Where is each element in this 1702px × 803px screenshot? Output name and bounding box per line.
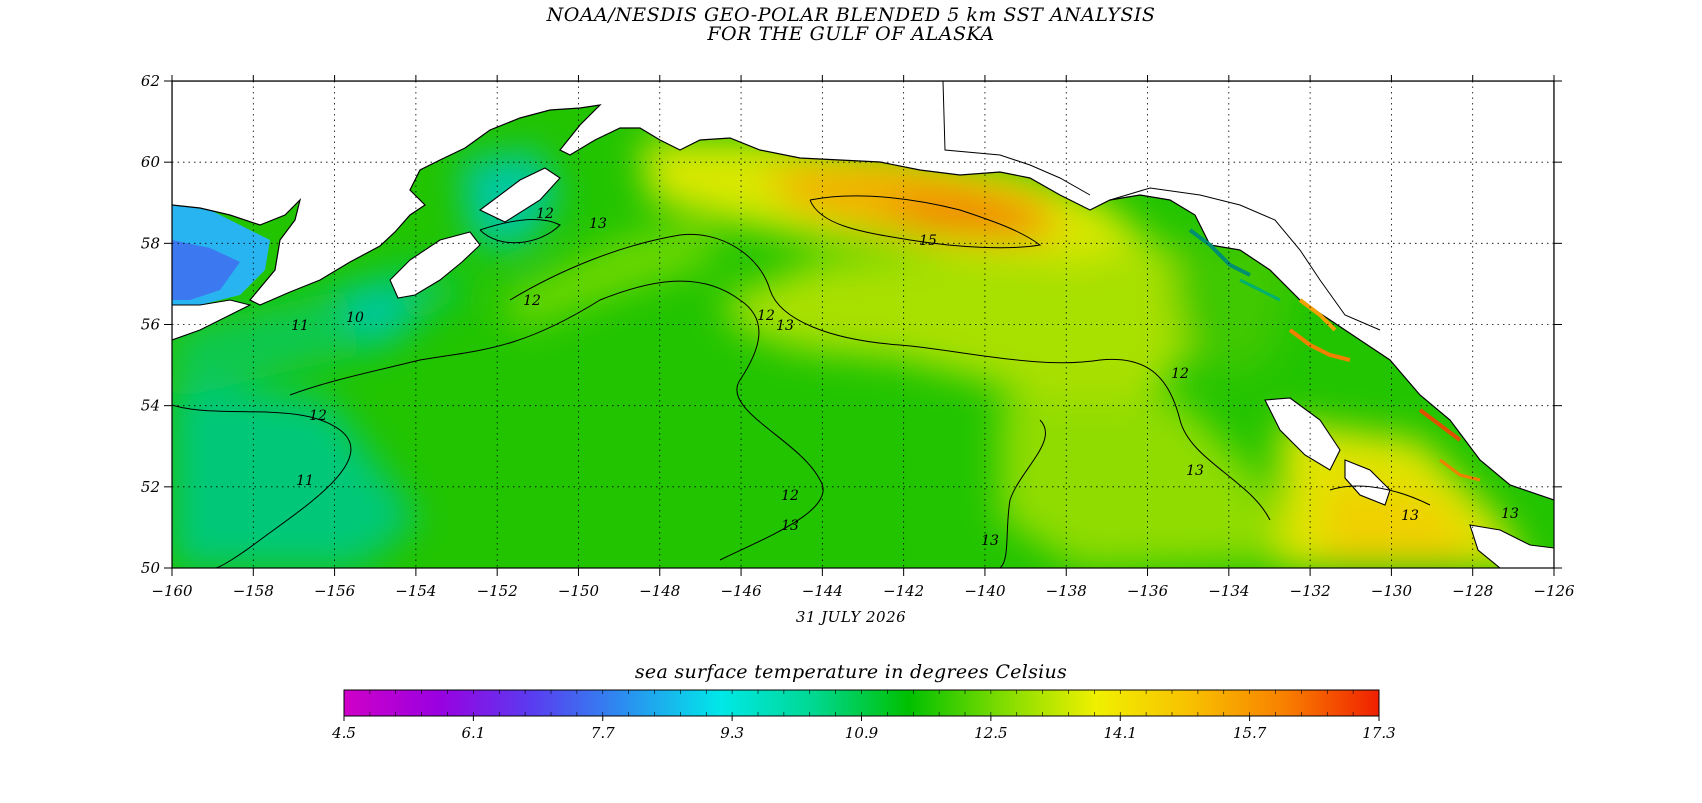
lon-tick-label: −132 — [1290, 582, 1331, 600]
contour-15-north — [809, 195, 1042, 249]
coastal-warm-fjord-1 — [1288, 328, 1351, 362]
colorbar-tick-label: 14.1 — [1104, 724, 1137, 742]
colorbar-title: sea surface temperature in degrees Celsi… — [634, 661, 1068, 683]
contour-13-southeast — [1329, 485, 1431, 506]
colorbar-tick-label: 17.3 — [1362, 724, 1395, 742]
graticule — [172, 81, 1554, 568]
lon-tick-label: −126 — [1533, 582, 1575, 600]
lon-tick-label: −142 — [883, 582, 924, 600]
land-alaska-peninsula — [172, 299, 252, 341]
colorbar-tick-label: 4.5 — [331, 724, 356, 742]
colorbar-tick-label: 12.5 — [974, 724, 1007, 742]
lat-tick-label: 56 — [141, 316, 161, 334]
colorbar-ticks — [343, 690, 1380, 721]
contour-label: 12 — [781, 488, 799, 504]
land-kenai-peninsula — [478, 167, 561, 223]
contour-label: 13 — [781, 518, 799, 534]
contour-lines — [172, 195, 1431, 568]
lon-tick-label: −152 — [477, 582, 518, 600]
lon-tick-label: −134 — [1208, 582, 1249, 600]
lon-tick-label: −136 — [1127, 582, 1169, 600]
contour-label: 12 — [1171, 366, 1189, 382]
hot-water-southeast — [1320, 480, 1480, 568]
coastal-warm-fjord-2 — [1298, 298, 1337, 332]
contour-label: 11 — [296, 473, 314, 489]
coldest-water-bristol-bay — [172, 240, 240, 300]
coastal-cool-fjord-2 — [1239, 278, 1281, 302]
lon-tick-label: −158 — [233, 582, 274, 600]
contour-label: 13 — [1186, 463, 1204, 479]
contour-label: 12 — [523, 293, 541, 309]
cool-water-southwest — [172, 380, 420, 568]
lon-tick-label: −128 — [1452, 582, 1493, 600]
chart-title: NOAA/NESDIS GEO-POLAR BLENDED 5 km SST A… — [0, 6, 1702, 44]
contour-label: 13 — [1501, 506, 1519, 522]
hottest-water-north — [900, 190, 1040, 240]
lat-tick-label: 50 — [141, 559, 161, 577]
border-alaska-canada — [942, 81, 1091, 196]
lat-tick-label: 62 — [141, 72, 160, 90]
lon-tick-label: −138 — [1046, 582, 1087, 600]
coastal-warm-fjord-3 — [1418, 408, 1462, 442]
lon-tick-label: −144 — [802, 582, 843, 600]
colorbar-tick-label: 7.7 — [591, 724, 615, 742]
contour-13-band — [509, 233, 1271, 521]
colorbar-tick-label: 10.9 — [845, 724, 879, 742]
lon-tick-label: −140 — [964, 582, 1006, 600]
teal-water-shelikof — [340, 290, 410, 340]
contour-label: 11 — [291, 318, 309, 334]
axis-ticks — [164, 75, 1562, 576]
title-line-1: NOAA/NESDIS GEO-POLAR BLENDED 5 km SST A… — [546, 4, 1156, 26]
contour-label: 12 — [536, 206, 554, 222]
land-alaska-mainland — [172, 81, 1554, 501]
coastal-cool-fjord-1 — [1188, 228, 1251, 277]
contour-label: 12 — [757, 308, 775, 324]
lon-tick-label: −146 — [720, 582, 762, 600]
contour-label: 13 — [981, 533, 999, 549]
contour-13-south — [999, 419, 1046, 568]
lon-tick-label: −130 — [1371, 582, 1413, 600]
contour-label: 13 — [589, 216, 607, 232]
colorbar-tick-label: 15.7 — [1233, 724, 1267, 742]
coastal-warm-fjord-4 — [1439, 458, 1481, 482]
land-haida-gwaii — [1344, 459, 1391, 506]
lon-tick-label: −160 — [151, 582, 193, 600]
date-label: 31 JULY 2026 — [795, 608, 907, 626]
contour-label: 13 — [776, 318, 794, 334]
warm-water-east — [720, 230, 1200, 410]
lat-tick-label: 58 — [141, 234, 160, 252]
contour-12-west — [172, 404, 352, 568]
contour-label: 12 — [309, 408, 327, 424]
warm-water-southeast — [1000, 400, 1300, 568]
colorbar-tick-labels: 4.5 6.1 7.7 9.3 10.9 12.5 14.1 15.7 17.3 — [331, 724, 1396, 742]
land-prince-of-wales-island — [1264, 397, 1341, 471]
warm-band-central — [500, 225, 720, 330]
lat-tick-label: 54 — [141, 397, 160, 415]
colorbar: 4.5 6.1 7.7 9.3 10.9 12.5 14.1 15.7 17.3 — [331, 689, 1396, 742]
colorbar-tick-label: 9.3 — [720, 724, 744, 742]
lat-tick-label: 52 — [141, 478, 160, 496]
contour-12-cook — [479, 219, 561, 244]
axis-tick-labels: −160 −158 −156 −154 −152 −150 −148 −146 −144 −142… — [141, 72, 1575, 600]
contour-label: 13 — [1401, 508, 1419, 524]
lon-tick-label: −156 — [314, 582, 356, 600]
lon-tick-label: −150 — [558, 582, 600, 600]
land-kodiak-island — [389, 231, 481, 299]
contour-label: 15 — [919, 233, 937, 249]
colorbar-tick-label: 6.1 — [461, 724, 485, 742]
contour-12-main — [289, 280, 824, 561]
contour-label: 10 — [346, 310, 364, 326]
lon-tick-label: −148 — [639, 582, 680, 600]
lon-tick-label: −154 — [395, 582, 436, 600]
land-vancouver-island — [1469, 524, 1554, 568]
lat-tick-label: 60 — [141, 153, 161, 171]
border-southeast-alaska — [1109, 187, 1381, 331]
title-line-2: FOR THE GULF OF ALASKA — [707, 23, 995, 45]
